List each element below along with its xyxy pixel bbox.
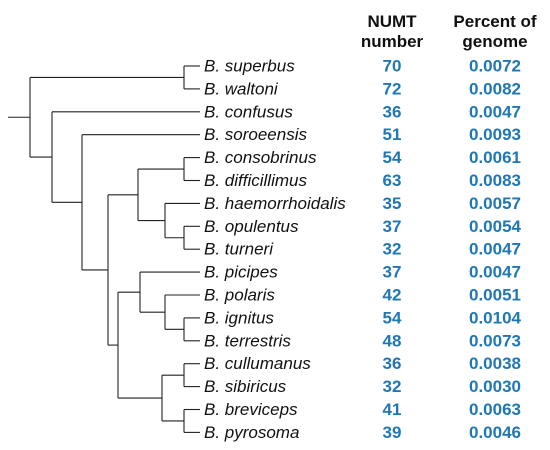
species-name: B. turneri [204, 240, 274, 259]
numt-number-value: 36 [383, 102, 402, 121]
species-name: B. breviceps [204, 400, 298, 419]
species-name: B. soroeensis [204, 125, 307, 144]
numt-number-value: 42 [383, 285, 402, 304]
percent-genome-value: 0.0073 [469, 331, 521, 350]
percent-genome-value: 0.0047 [469, 102, 521, 121]
numt-number-value: 32 [383, 240, 402, 259]
species-name: B. pyrosoma [204, 423, 299, 442]
numt-number-value: 54 [383, 148, 402, 167]
percent-genome-value: 0.0082 [469, 79, 521, 98]
percent-genome-value: 0.0038 [469, 354, 521, 373]
percent-genome-value: 0.0093 [469, 125, 521, 144]
percent-genome-value: 0.0057 [469, 194, 521, 213]
percent-genome-value: 0.0046 [469, 423, 521, 442]
percent-genome-value: 0.0047 [469, 240, 521, 259]
species-name: B. picipes [204, 263, 278, 282]
tree-branches [8, 65, 200, 433]
numt-number-value: 37 [383, 263, 402, 282]
numt-number-header: NUMT number [352, 12, 432, 52]
species-name: B. haemorrhoidalis [204, 194, 346, 213]
numt-number-value: 63 [383, 171, 402, 190]
percent-genome-value: 0.0061 [469, 148, 521, 167]
numt-number-value: 48 [383, 331, 402, 350]
numt-number-value: 54 [383, 308, 402, 327]
numt-number-value: 70 [383, 56, 402, 75]
percent-header-line1: Percent of [453, 12, 537, 31]
percent-genome-value: 0.0047 [469, 263, 521, 282]
percent-genome-value: 0.0083 [469, 171, 521, 190]
numt-number-value: 35 [383, 194, 402, 213]
percent-header-line2: genome [462, 32, 528, 51]
numt-number-value: 37 [383, 217, 402, 236]
species-name: B. confusus [204, 102, 293, 121]
percent-genome-value: 0.0030 [469, 377, 521, 396]
species-name: B. cullumanus [204, 354, 311, 373]
numt-number-value: 32 [383, 377, 402, 396]
numt-number-value: 39 [383, 423, 402, 442]
numt-number-value: 36 [383, 354, 402, 373]
species-name: B. waltoni [204, 79, 279, 98]
percent-genome-header: Percent of genome [440, 12, 550, 52]
taxon-rows: B. superbus 70 0.0072 B. waltoni 72 0.0082 B. … [204, 56, 522, 441]
species-name: B. difficillimus [204, 171, 307, 190]
species-name: B. consobrinus [204, 148, 317, 167]
species-name: B. superbus [204, 56, 295, 75]
numt-number-value: 41 [383, 400, 402, 419]
percent-genome-value: 0.0051 [469, 285, 521, 304]
species-name: B. opulentus [204, 217, 299, 236]
numt-number-value: 72 [383, 79, 402, 98]
species-name: B. sibiricus [204, 377, 287, 396]
percent-genome-value: 0.0063 [469, 400, 521, 419]
numt-header-line2: number [360, 32, 424, 51]
percent-genome-value: 0.0054 [469, 217, 522, 236]
percent-genome-value: 0.0104 [469, 308, 522, 327]
numt-header-line1: NUMT [367, 12, 417, 31]
species-name: B. terrestris [204, 331, 291, 350]
species-name: B. polaris [204, 285, 275, 304]
species-name: B. ignitus [204, 308, 274, 327]
numt-number-value: 51 [383, 125, 402, 144]
percent-genome-value: 0.0072 [469, 56, 521, 75]
